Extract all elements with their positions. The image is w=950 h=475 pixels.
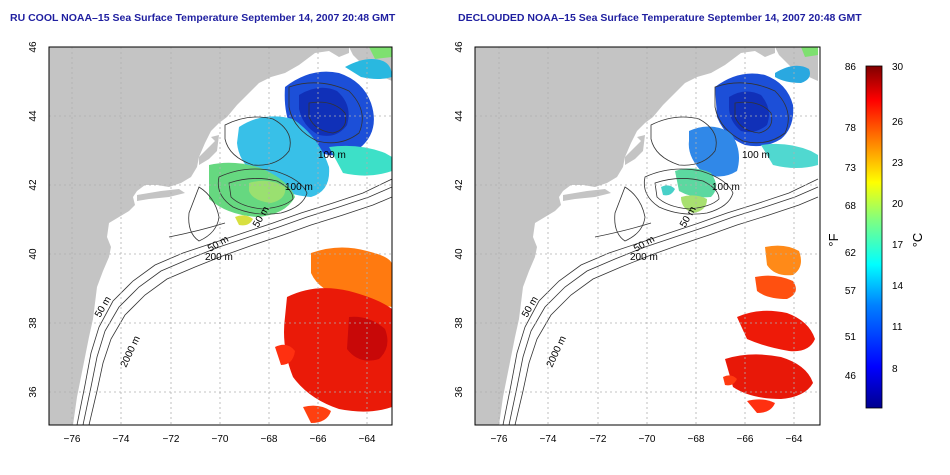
c-tick-label: 8	[892, 364, 898, 375]
y-tick-label: 42	[454, 179, 465, 191]
sst-field-left	[209, 47, 392, 423]
left-map: 100 m 100 m 50 m 50 m 200 m 50 m 2000 m …	[28, 41, 393, 445]
y-tick-label: 40	[454, 248, 465, 260]
colorbar-c-ticks: 30 26 23 20 17 14 11 8	[892, 62, 904, 375]
x-tick-label: −76	[491, 434, 508, 445]
x-tick-label: −66	[737, 434, 754, 445]
x-tick-label: −72	[590, 434, 607, 445]
contour-label: 100 m	[285, 182, 313, 193]
x-tick-label: −68	[261, 434, 278, 445]
y-tick-label: 36	[454, 386, 465, 398]
x-tick-label: −70	[639, 434, 656, 445]
contour-label: 100 m	[318, 150, 346, 161]
right-panel-title: DECLOUDED NOAA–15 Sea Surface Temperatur…	[458, 12, 862, 24]
map-frame	[48, 46, 393, 426]
y-tick-label: 46	[454, 41, 465, 53]
f-tick-label: 51	[845, 332, 857, 343]
y-tick-label: 38	[454, 317, 465, 329]
grid-lines	[49, 47, 392, 425]
contour-label: 100 m	[712, 182, 740, 193]
f-tick-label: 73	[845, 163, 857, 174]
contour-label: 200 m	[205, 252, 233, 263]
left-panel-title: RU COOL NOAA–15 Sea Surface Temperature …	[10, 12, 396, 24]
contour-label: 100 m	[742, 150, 770, 161]
f-tick-label: 57	[845, 286, 857, 297]
f-tick-label: 62	[845, 248, 857, 259]
x-tick-label: −74	[113, 434, 130, 445]
colorbar: 86 78 73 68 62 57 51 46 30 26 23 20 17 1…	[826, 62, 925, 409]
x-tick-label: −74	[540, 434, 557, 445]
x-axis: −76 −74 −72 −70 −68 −66 −64	[64, 434, 376, 445]
y-tick-label: 46	[28, 41, 39, 53]
right-map: 100 m 100 m 50 m 50 m 200 m 50 m 2000 m …	[454, 41, 821, 445]
f-tick-label: 86	[845, 62, 857, 73]
contour-label: 200 m	[630, 252, 658, 263]
y-tick-label: 44	[454, 110, 465, 122]
c-tick-label: 26	[892, 117, 904, 128]
y-tick-label: 36	[28, 386, 39, 398]
x-tick-label: −72	[163, 434, 180, 445]
y-axis: 36 38 40 42 44 46	[454, 41, 465, 398]
c-tick-label: 30	[892, 62, 904, 73]
colorbar-f-ticks: 86 78 73 68 62 57 51 46	[845, 62, 857, 382]
x-tick-label: −64	[786, 434, 803, 445]
x-tick-label: −76	[64, 434, 81, 445]
c-tick-label: 11	[892, 322, 903, 333]
y-axis: 36 38 40 42 44 46	[28, 41, 39, 398]
x-tick-label: −70	[212, 434, 229, 445]
y-tick-label: 40	[28, 248, 39, 260]
colorbar-c-label: °C	[910, 233, 925, 248]
f-tick-label: 46	[845, 371, 857, 382]
grid-lines	[475, 47, 820, 425]
map-frame	[474, 46, 821, 426]
c-tick-label: 17	[892, 240, 904, 251]
c-tick-label: 14	[892, 281, 904, 292]
x-tick-label: −64	[359, 434, 376, 445]
x-tick-label: −68	[688, 434, 705, 445]
x-axis: −76 −74 −72 −70 −68 −66 −64	[491, 434, 803, 445]
colorbar-f-label: °F	[826, 233, 841, 246]
sst-field-right	[661, 47, 818, 413]
f-tick-label: 78	[845, 123, 857, 134]
y-tick-label: 38	[28, 317, 39, 329]
x-tick-label: −66	[310, 434, 327, 445]
y-tick-label: 44	[28, 110, 39, 122]
colorbar-gradient	[865, 65, 883, 409]
c-tick-label: 20	[892, 199, 904, 210]
y-tick-label: 42	[28, 179, 39, 191]
f-tick-label: 68	[845, 201, 857, 212]
c-tick-label: 23	[892, 158, 904, 169]
